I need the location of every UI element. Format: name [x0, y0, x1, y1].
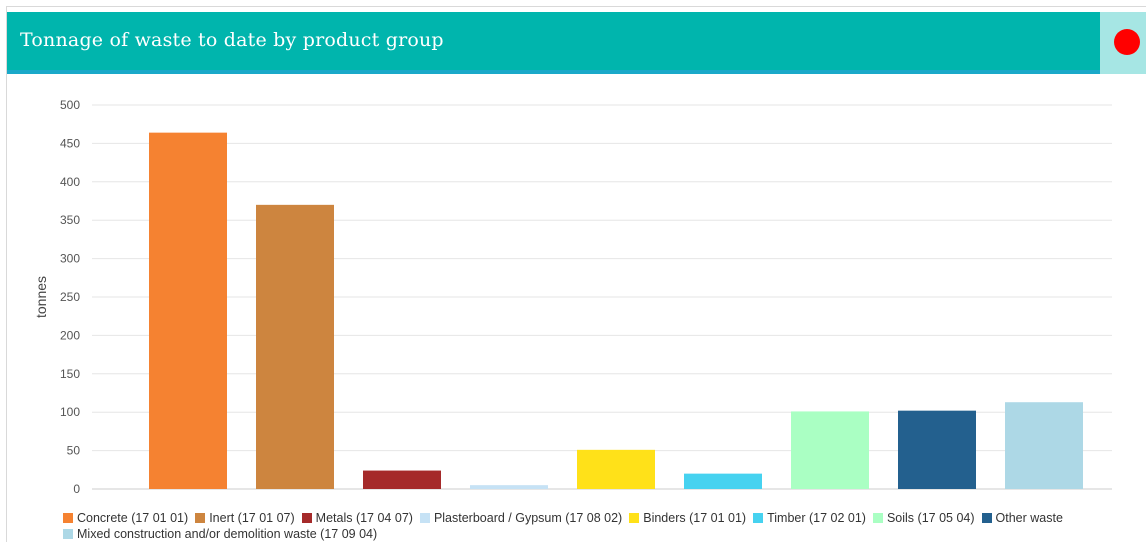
legend-label: Timber (17 02 01)	[767, 511, 866, 525]
y-tick-labels: 0 50 100 150 200 250 300 350 400 450 500	[60, 98, 80, 496]
y-tick-label: 150	[60, 367, 80, 381]
legend-item[interactable]: Other waste	[981, 510, 1063, 526]
bar[interactable]	[791, 411, 869, 489]
legend-swatch-icon	[63, 513, 73, 523]
panel-header: Tonnage of waste to date by product grou…	[7, 12, 1100, 74]
y-tick-label: 0	[73, 482, 80, 496]
legend-item[interactable]: Soils (17 05 04)	[872, 510, 975, 526]
legend-label: Concrete (17 01 01)	[77, 511, 189, 525]
legend-label: Soils (17 05 04)	[886, 511, 975, 525]
legend-label: Inert (17 01 07)	[209, 511, 295, 525]
y-axis-label: tonnes	[33, 276, 49, 318]
legend-swatch-icon	[301, 513, 312, 523]
header-status-area	[1100, 12, 1146, 74]
legend-swatch-icon	[63, 529, 73, 539]
status-indicator-icon	[1114, 29, 1140, 55]
bar[interactable]	[684, 473, 762, 489]
y-tick-label: 300	[60, 252, 80, 266]
bar[interactable]	[1005, 402, 1083, 489]
y-tick-label: 500	[60, 98, 80, 112]
legend-swatch-icon	[981, 513, 992, 523]
legend-swatch-icon	[629, 513, 640, 523]
bar[interactable]	[363, 470, 441, 489]
bar[interactable]	[577, 449, 655, 489]
legend-item[interactable]: Concrete (17 01 01)	[63, 510, 188, 526]
y-tick-label: 50	[67, 444, 81, 458]
legend-swatch-icon	[195, 513, 206, 523]
legend-swatch-icon	[872, 513, 883, 523]
legend-item[interactable]: Timber (17 02 01)	[753, 510, 866, 526]
legend-label: Other waste	[995, 511, 1063, 525]
y-tick-label: 350	[60, 213, 80, 227]
legend-item[interactable]: Metals (17 04 07)	[301, 510, 413, 526]
legend-label: Mixed construction and/or demolition was…	[77, 527, 378, 541]
y-tick-label: 450	[60, 136, 80, 150]
legend-label: Metals (17 04 07)	[315, 511, 413, 525]
y-tick-label: 100	[60, 405, 80, 419]
legend-label: Binders (17 01 01)	[643, 511, 747, 525]
chart-legend: Concrete (17 01 01) Inert (17 01 07) Metal…	[63, 510, 1123, 542]
bar[interactable]	[898, 410, 976, 489]
legend-item[interactable]: Inert (17 01 07)	[195, 510, 295, 526]
bar[interactable]	[149, 132, 227, 489]
legend-swatch-icon	[419, 513, 430, 523]
bars	[149, 132, 1083, 489]
y-tick-label: 400	[60, 175, 80, 189]
legend-swatch-icon	[753, 513, 764, 523]
bar[interactable]	[256, 204, 334, 489]
y-tick-label: 250	[60, 290, 80, 304]
legend-label: Plasterboard / Gypsum (17 08 02)	[433, 511, 623, 525]
legend-item[interactable]: Mixed construction and/or demolition was…	[63, 526, 377, 542]
y-tick-label: 200	[60, 328, 80, 342]
legend-item[interactable]: Plasterboard / Gypsum (17 08 02)	[419, 510, 623, 526]
panel-title: Tonnage of waste to date by product grou…	[20, 29, 444, 51]
legend-item[interactable]: Binders (17 01 01)	[629, 510, 746, 526]
bar[interactable]	[470, 485, 548, 489]
